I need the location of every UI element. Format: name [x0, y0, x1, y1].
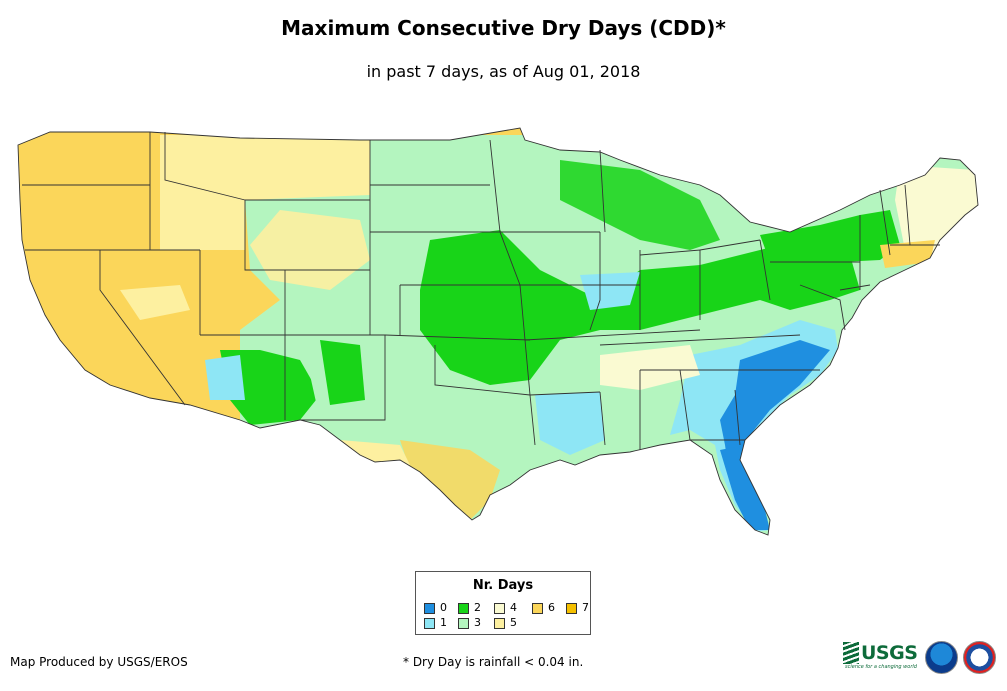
legend-item-4: 4: [494, 602, 517, 614]
legend-label: 1: [440, 616, 447, 629]
usgs-tagline: science for a changing world: [845, 664, 917, 670]
cdd-color-regions: [18, 128, 978, 535]
legend-label: 0: [440, 601, 447, 614]
map-subtitle: in past 7 days, as of Aug 01, 2018: [366, 62, 641, 81]
legend-item-0: 0: [424, 602, 447, 614]
usgs-logo-text: USGS: [861, 642, 918, 664]
legend-item-7: 7: [566, 602, 589, 614]
legend-item-2: 2: [458, 602, 481, 614]
legend-swatch: [424, 617, 435, 629]
legend: Nr. Days 0 1 2 3 4 5 6 7: [415, 571, 591, 635]
credit-text: Map Produced by USGS/EROS: [10, 655, 188, 669]
legend-label: 3: [474, 616, 481, 629]
cdd-map: [17, 127, 979, 536]
nws-logo-icon: [963, 641, 996, 674]
usgs-logo-icon: USGS: [843, 642, 918, 664]
legend-title: Nr. Days: [472, 578, 534, 593]
map-title: Maximum Consecutive Dry Days (CDD)*: [281, 16, 726, 40]
legend-label: 7: [582, 601, 589, 614]
legend-item-1: 1: [424, 617, 447, 629]
legend-label: 4: [510, 601, 517, 614]
noaa-logo-icon: [925, 641, 958, 674]
legend-label: 6: [548, 601, 555, 614]
legend-label: 5: [510, 616, 517, 629]
legend-swatch: [458, 602, 469, 614]
legend-label: 2: [474, 601, 481, 614]
usgs-mark-icon: [843, 642, 859, 664]
legend-swatch: [494, 602, 505, 614]
legend-item-3: 3: [458, 617, 481, 629]
legend-item-6: 6: [532, 602, 555, 614]
legend-item-5: 5: [494, 617, 517, 629]
legend-swatch: [566, 602, 577, 614]
legend-swatch: [494, 617, 505, 629]
legend-swatch: [458, 617, 469, 629]
state-boundaries: [17, 127, 979, 536]
legend-swatch: [532, 602, 543, 614]
legend-swatch: [424, 602, 435, 614]
footnote-text: * Dry Day is rainfall < 0.04 in.: [403, 655, 584, 669]
